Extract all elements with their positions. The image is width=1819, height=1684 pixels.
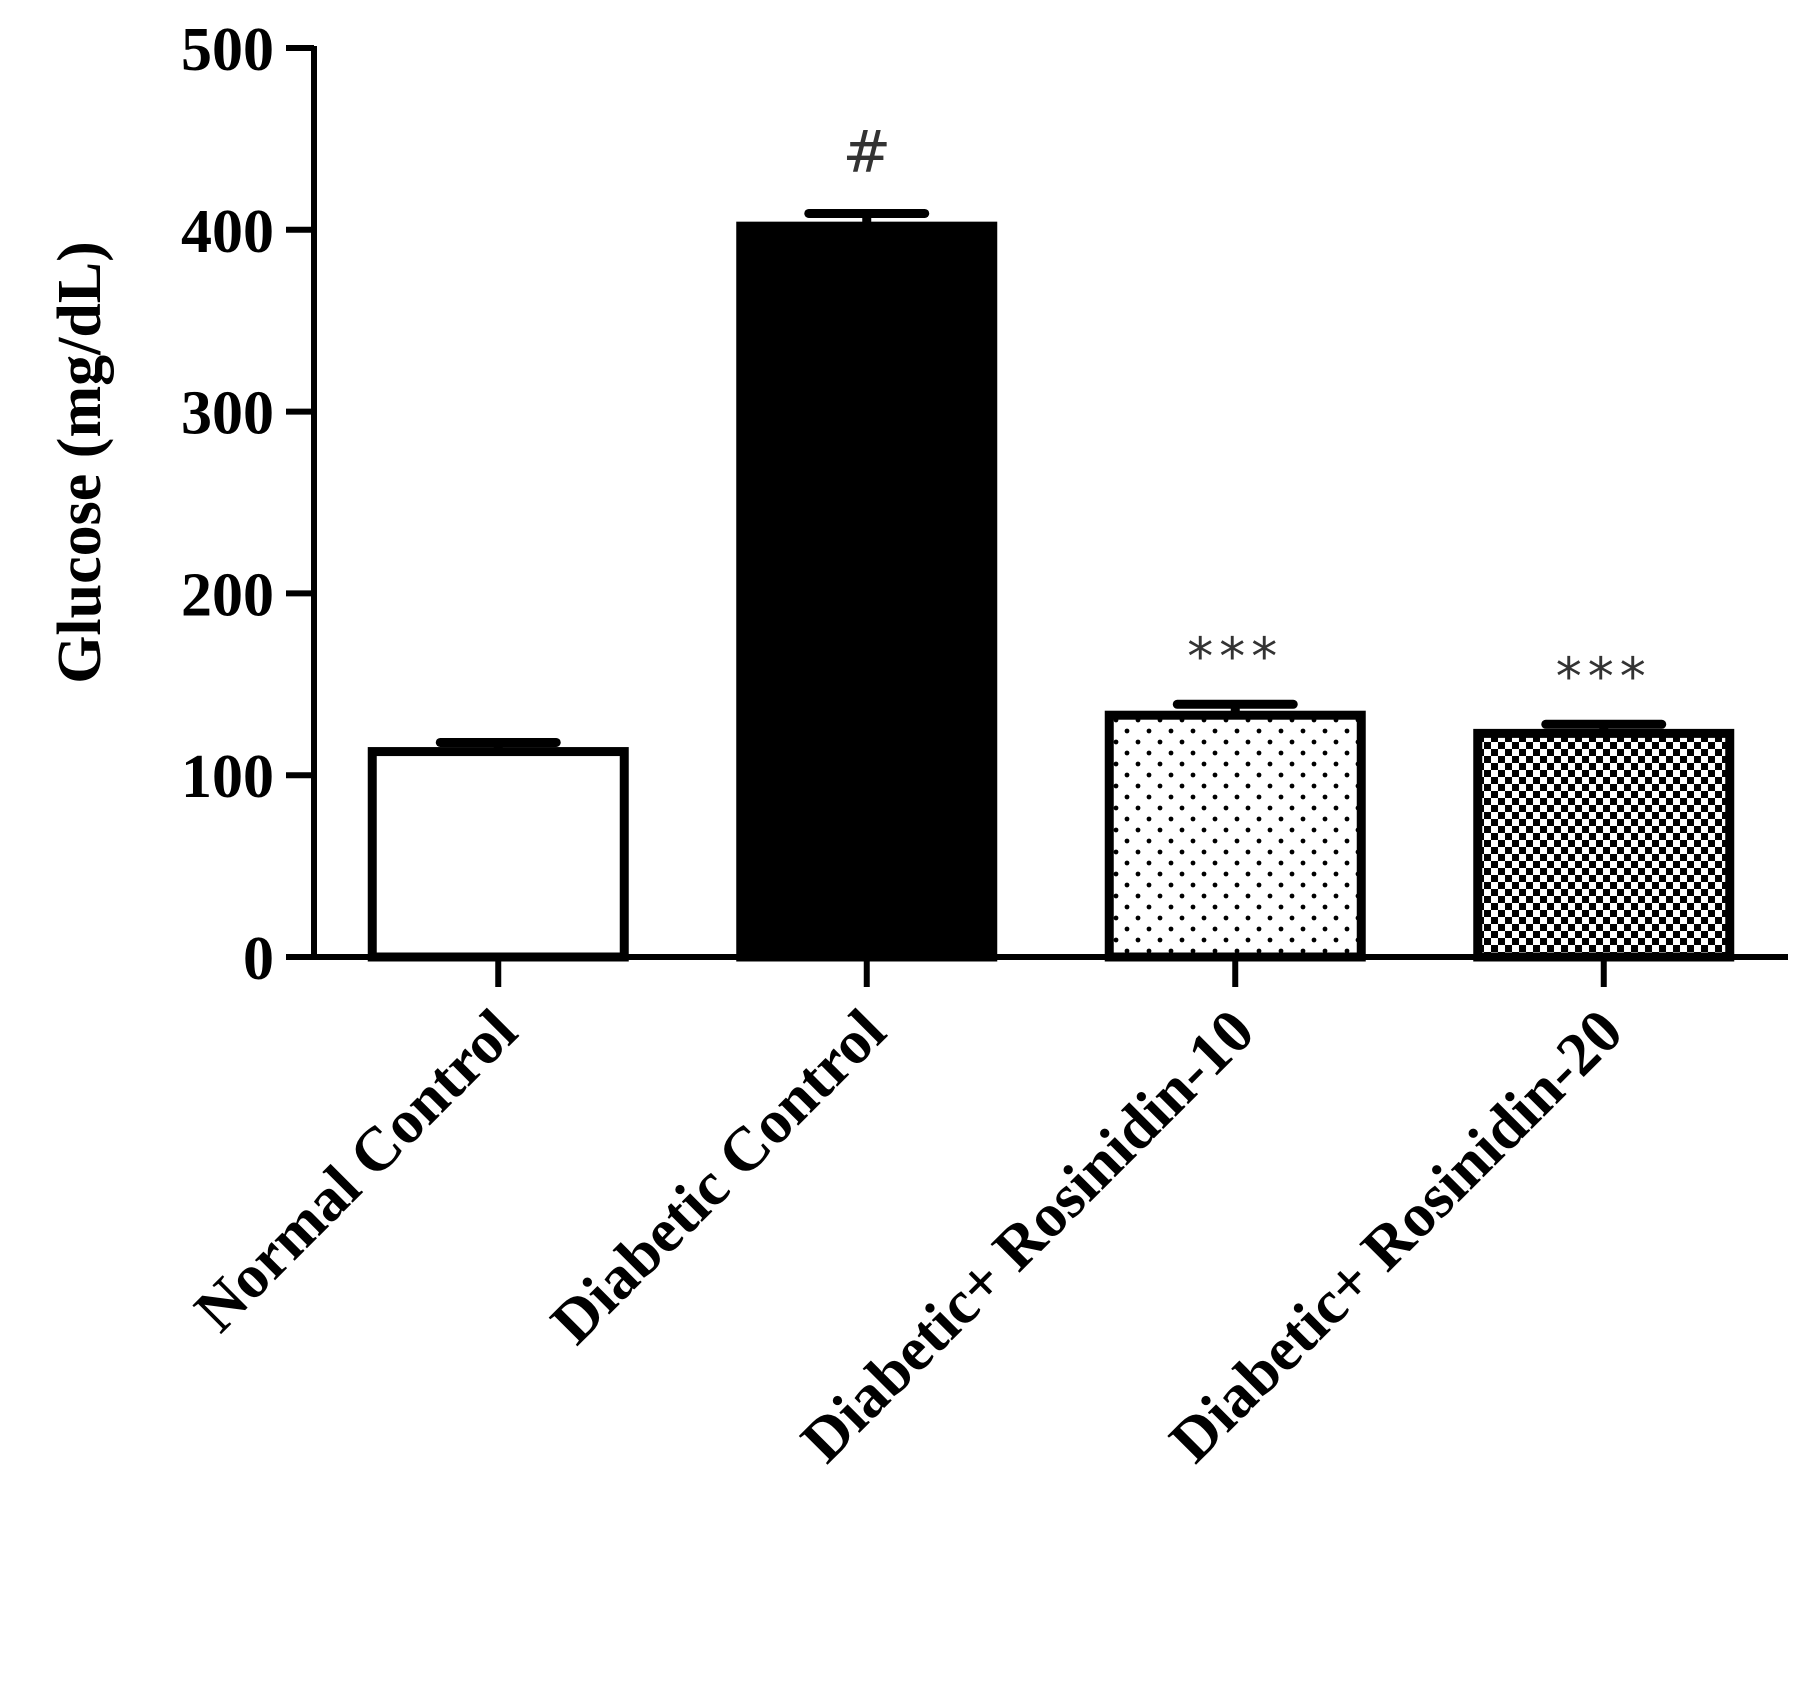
y-axis: 0 100 200 300 400 500 <box>181 16 317 993</box>
bar <box>1473 728 1735 962</box>
significance-annotations: # *** *** <box>842 117 1652 707</box>
significance-label: # <box>842 117 891 185</box>
bars <box>367 221 1735 962</box>
bar <box>367 747 629 962</box>
category-label: Normal Control <box>182 997 530 1345</box>
y-axis-label: Glucose (mg/dL) <box>46 241 114 684</box>
error-bars <box>435 208 1667 752</box>
y-tick-label: 0 <box>243 925 274 993</box>
y-tick-label: 500 <box>181 16 274 84</box>
significance-label: *** <box>1556 647 1652 707</box>
y-tick-label: 100 <box>181 743 274 811</box>
y-tick-label: 400 <box>181 198 274 266</box>
category-labels: Normal Control Diabetic ControlDiabetic+ … <box>182 997 1636 1476</box>
bar <box>1104 710 1366 962</box>
category-label: Diabetic Control <box>538 997 898 1357</box>
x-axis <box>286 954 1788 987</box>
y-tick-label: 300 <box>181 380 274 448</box>
y-tick-label: 200 <box>181 561 274 629</box>
bar <box>736 221 998 962</box>
significance-label: *** <box>1187 627 1283 687</box>
